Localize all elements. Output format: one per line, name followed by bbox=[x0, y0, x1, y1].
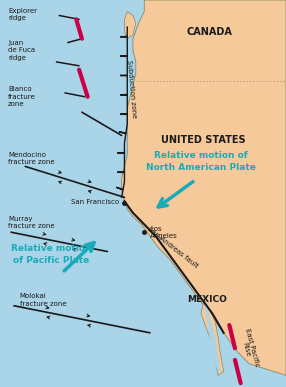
Polygon shape bbox=[116, 187, 123, 190]
Polygon shape bbox=[119, 132, 126, 134]
Polygon shape bbox=[120, 36, 127, 37]
Text: East Pacific
Rise: East Pacific Rise bbox=[238, 327, 261, 369]
Polygon shape bbox=[120, 56, 127, 57]
Polygon shape bbox=[201, 302, 224, 375]
Text: CANADA: CANADA bbox=[186, 27, 233, 37]
Text: Explorer
ridge: Explorer ridge bbox=[8, 8, 37, 21]
Polygon shape bbox=[204, 302, 221, 372]
Polygon shape bbox=[120, 75, 127, 76]
Text: UNITED STATES: UNITED STATES bbox=[162, 135, 246, 145]
Text: Relative motion
of Pacific Plate: Relative motion of Pacific Plate bbox=[11, 244, 91, 265]
Polygon shape bbox=[117, 172, 124, 173]
Text: San Francisco: San Francisco bbox=[71, 199, 119, 205]
Polygon shape bbox=[120, 94, 127, 95]
Polygon shape bbox=[120, 114, 127, 115]
Text: Subduction zone: Subduction zone bbox=[126, 60, 137, 118]
Text: Murray
fracture zone: Murray fracture zone bbox=[8, 216, 55, 229]
Text: Los
Angeles: Los Angeles bbox=[150, 226, 178, 239]
Text: Juan
de Fuca
ridge: Juan de Fuca ridge bbox=[8, 40, 35, 61]
Polygon shape bbox=[117, 152, 124, 153]
Text: Mendocino
fracture zone: Mendocino fracture zone bbox=[8, 152, 55, 166]
Text: Relative motion of
North American Plate: Relative motion of North American Plate bbox=[146, 151, 256, 172]
Text: Molokai
fracture zone: Molokai fracture zone bbox=[19, 293, 66, 307]
Text: San Andreas fault: San Andreas fault bbox=[146, 226, 199, 269]
Text: MEXICO: MEXICO bbox=[187, 295, 227, 304]
Polygon shape bbox=[122, 0, 286, 375]
Text: Blanco
fracture
zone: Blanco fracture zone bbox=[8, 86, 36, 108]
Polygon shape bbox=[124, 12, 136, 39]
